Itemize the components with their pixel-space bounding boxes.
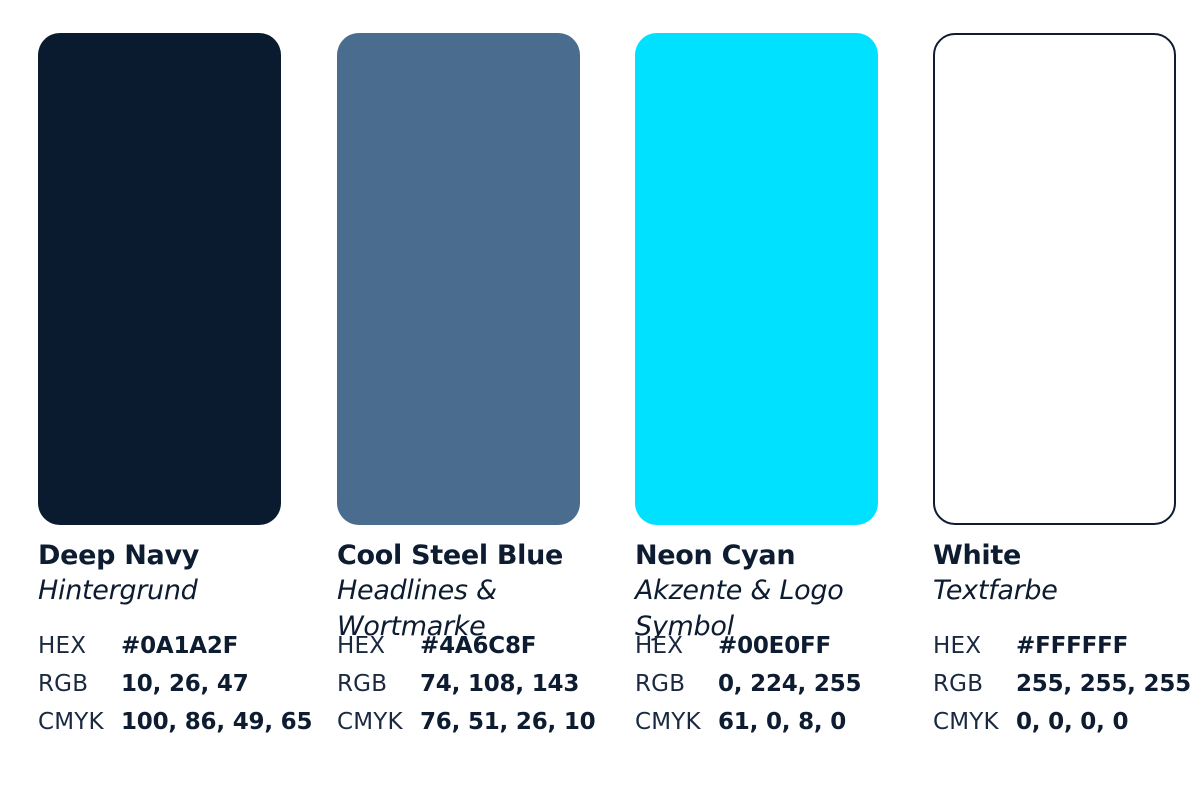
spec-value: 255, 255, 255 [1016, 671, 1191, 697]
spec-value: 76, 51, 26, 10 [420, 709, 596, 735]
spec-label: HEX [337, 633, 386, 659]
color-specs: HEX #00E0FF RGB 0, 224, 255 CMYK 61, 0, … [635, 627, 935, 741]
spec-row-rgb: RGB 74, 108, 143 [337, 665, 637, 703]
color-card-deep-navy: Deep Navy Hintergrund [38, 33, 338, 609]
color-card-neon-cyan: Neon Cyan Akzente & Logo Symbol [635, 33, 935, 645]
spec-value: 61, 0, 8, 0 [718, 709, 847, 735]
spec-label: RGB [38, 671, 89, 697]
color-swatch [635, 33, 878, 525]
spec-value: 100, 86, 49, 65 [121, 709, 313, 735]
spec-row-hex: HEX #FFFFFF [933, 627, 1200, 665]
spec-value: 0, 224, 255 [718, 671, 862, 697]
spec-value: #0A1A2F [121, 633, 239, 659]
spec-value: 0, 0, 0, 0 [1016, 709, 1129, 735]
spec-value: #FFFFFF [1016, 633, 1129, 659]
color-name: Cool Steel Blue [337, 540, 564, 571]
spec-label: RGB [635, 671, 686, 697]
spec-row-cmyk: CMYK 0, 0, 0, 0 [933, 703, 1200, 741]
spec-label: HEX [635, 633, 684, 659]
spec-label: HEX [933, 633, 982, 659]
spec-label: CMYK [337, 709, 403, 735]
spec-row-rgb: RGB 10, 26, 47 [38, 665, 338, 703]
color-name: Neon Cyan [635, 540, 796, 571]
spec-row-rgb: RGB 0, 224, 255 [635, 665, 935, 703]
color-swatch [337, 33, 580, 525]
color-swatch [933, 33, 1176, 525]
spec-row-hex: HEX #0A1A2F [38, 627, 338, 665]
color-card-cool-steel-blue: Cool Steel Blue Headlines & Wortmarke [337, 33, 637, 645]
color-specs: HEX #0A1A2F RGB 10, 26, 47 CMYK 100, 86,… [38, 627, 338, 741]
spec-value: #00E0FF [718, 633, 832, 659]
spec-label: CMYK [933, 709, 999, 735]
spec-value: #4A6C8F [420, 633, 537, 659]
color-specs: HEX #FFFFFF RGB 255, 255, 255 CMYK 0, 0,… [933, 627, 1200, 741]
color-name: White [933, 540, 1021, 571]
spec-row-cmyk: CMYK 61, 0, 8, 0 [635, 703, 935, 741]
color-card-white: White Textfarbe [933, 33, 1200, 609]
color-usage: Akzente & Logo Symbol [635, 575, 844, 642]
spec-row-cmyk: CMYK 100, 86, 49, 65 [38, 703, 338, 741]
spec-label: RGB [933, 671, 984, 697]
spec-value: 74, 108, 143 [420, 671, 580, 697]
spec-row-cmyk: CMYK 76, 51, 26, 10 [337, 703, 637, 741]
color-usage: Hintergrund [38, 575, 198, 606]
color-specs: HEX #4A6C8F RGB 74, 108, 143 CMYK 76, 51… [337, 627, 637, 741]
spec-row-hex: HEX #00E0FF [635, 627, 935, 665]
spec-value: 10, 26, 47 [121, 671, 249, 697]
spec-label: CMYK [38, 709, 104, 735]
color-name: Deep Navy [38, 540, 200, 571]
color-usage: Headlines & Wortmarke [337, 575, 497, 642]
spec-label: CMYK [635, 709, 701, 735]
spec-label: HEX [38, 633, 87, 659]
spec-label: RGB [337, 671, 388, 697]
color-swatch [38, 33, 281, 525]
spec-row-rgb: RGB 255, 255, 255 [933, 665, 1200, 703]
spec-row-hex: HEX #4A6C8F [337, 627, 637, 665]
color-usage: Textfarbe [933, 575, 1058, 606]
